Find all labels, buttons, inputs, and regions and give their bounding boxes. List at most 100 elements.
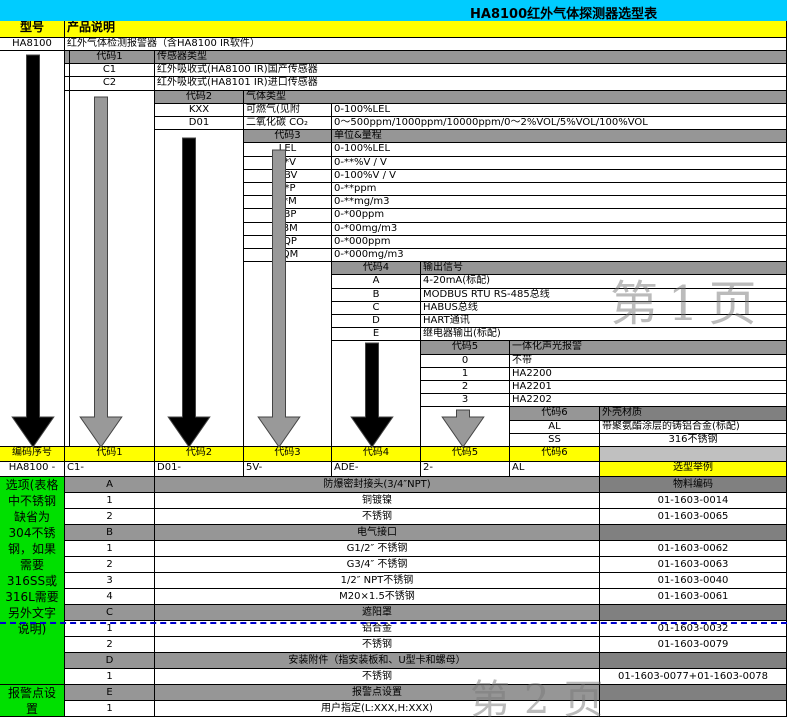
code-3-item[interactable]: *BP bbox=[244, 209, 332, 223]
option-desc[interactable]: 安装附件（指安装板和、U型卡和螺母） bbox=[155, 653, 600, 669]
option-desc[interactable]: M20×1.5不锈钢 bbox=[155, 589, 600, 605]
product-desc[interactable]: 红外气体检测报警器（含HA8100 IR软件） bbox=[65, 38, 787, 51]
desc-2-item[interactable]: 二氧化碳 CO₂ bbox=[244, 117, 332, 130]
arrow-area-6[interactable] bbox=[65, 407, 510, 447]
option-desc[interactable]: 不锈钢 bbox=[155, 509, 600, 525]
code-3-item[interactable]: LEL bbox=[244, 143, 332, 157]
code-value[interactable]: 2- bbox=[421, 462, 510, 477]
code-value[interactable]: C1- bbox=[65, 462, 155, 477]
code-3-item[interactable]: **M bbox=[244, 196, 332, 209]
material-code[interactable] bbox=[600, 605, 787, 621]
option-desc[interactable]: 不锈钢 bbox=[155, 637, 600, 653]
code-label[interactable]: 代码1 bbox=[65, 447, 155, 462]
option-code[interactable]: 4 bbox=[65, 589, 155, 605]
option-code[interactable]: 1 bbox=[65, 669, 155, 685]
option-desc[interactable]: 遮阳罩 bbox=[155, 605, 600, 621]
code-header-6[interactable]: 代码6 bbox=[510, 407, 600, 421]
code-label[interactable]: 代码4 bbox=[332, 447, 421, 462]
material-code[interactable]: 01-1603-0062 bbox=[600, 541, 787, 557]
desc-header-2[interactable]: 气体类型 bbox=[244, 91, 787, 104]
option-desc[interactable]: 1/2″ NPT不锈钢 bbox=[155, 573, 600, 589]
code-header-5[interactable]: 代码5 bbox=[421, 341, 510, 355]
product-model[interactable]: HA8100 bbox=[0, 38, 65, 51]
desc-header-6[interactable]: 外壳材质 bbox=[600, 407, 787, 421]
option-code[interactable]: E bbox=[65, 685, 155, 701]
code-2-item[interactable]: D01 bbox=[155, 117, 244, 130]
code-5-item[interactable]: 3 bbox=[421, 394, 510, 407]
code-4-item[interactable]: C bbox=[332, 302, 421, 315]
range-2-item[interactable]: 0-100%LEL bbox=[332, 104, 787, 117]
code-header-1[interactable]: 代码1 bbox=[65, 51, 155, 64]
code-5-item[interactable]: 1 bbox=[421, 368, 510, 381]
desc-1-item[interactable]: 红外吸收式(HA8101 IR)进口传感器 bbox=[155, 77, 787, 91]
desc-3-item[interactable]: 0-*00mg/m3 bbox=[332, 223, 787, 236]
option-code[interactable]: 2 bbox=[65, 557, 155, 573]
desc-5-item[interactable]: 不带 bbox=[510, 355, 787, 368]
code-3-item[interactable]: *BM bbox=[244, 223, 332, 236]
code-6-item[interactable]: SS bbox=[510, 434, 600, 447]
range-2-item[interactable]: 0～500ppm/1000ppm/10000ppm/0～2%VOL/5%VOL/… bbox=[332, 117, 787, 130]
desc-3-item[interactable]: 0-*000mg/m3 bbox=[332, 249, 787, 262]
material-code[interactable]: 01-1603-0014 bbox=[600, 493, 787, 509]
arrow-column[interactable] bbox=[0, 51, 65, 447]
code-label[interactable]: 代码5 bbox=[421, 447, 510, 462]
code-3-item[interactable]: *QP bbox=[244, 236, 332, 249]
code-4-item[interactable]: B bbox=[332, 289, 421, 302]
desc-3-item[interactable]: 0-*00ppm bbox=[332, 209, 787, 223]
code-header-2[interactable]: 代码2 bbox=[155, 91, 244, 104]
option-code[interactable]: C bbox=[65, 605, 155, 621]
desc-3-item[interactable]: 0-100%LEL bbox=[332, 143, 787, 157]
material-code[interactable]: 01-1603-0063 bbox=[600, 557, 787, 573]
option-desc[interactable]: 不锈钢 bbox=[155, 669, 600, 685]
option-desc[interactable]: G1/2″ 不锈钢 bbox=[155, 541, 600, 557]
option-code[interactable]: B bbox=[65, 525, 155, 541]
code-5-item[interactable]: 2 bbox=[421, 381, 510, 394]
option-code[interactable]: 3 bbox=[65, 573, 155, 589]
material-code[interactable] bbox=[600, 525, 787, 541]
desc-header-3[interactable]: 单位&量程 bbox=[332, 130, 787, 143]
code-3-item[interactable]: **V bbox=[244, 157, 332, 170]
option-desc[interactable]: 铜镀镍 bbox=[155, 493, 600, 509]
desc-5-item[interactable]: HA2200 bbox=[510, 368, 787, 381]
desc-3-item[interactable]: 0-*000ppm bbox=[332, 236, 787, 249]
code-3-item[interactable]: 1BV bbox=[244, 170, 332, 183]
code-label[interactable]: 代码3 bbox=[244, 447, 332, 462]
code-header-3[interactable]: 代码3 bbox=[244, 130, 332, 143]
material-code[interactable]: 01-1603-0065 bbox=[600, 509, 787, 525]
code-value[interactable]: AL bbox=[510, 462, 600, 477]
option-desc[interactable]: 防爆密封接头(3/4″NPT) bbox=[155, 477, 600, 493]
option-desc[interactable]: 铝合金 bbox=[155, 621, 600, 637]
code-value[interactable]: ADE- bbox=[332, 462, 421, 477]
option-code[interactable]: 2 bbox=[65, 509, 155, 525]
desc-3-item[interactable]: 0-**mg/m3 bbox=[332, 196, 787, 209]
desc-3-item[interactable]: 0-**%V / V bbox=[332, 157, 787, 170]
desc-header-5[interactable]: 一体化声光报警 bbox=[510, 341, 787, 355]
example-label[interactable]: 选型举例 bbox=[600, 462, 787, 477]
desc-5-item[interactable]: HA2202 bbox=[510, 394, 787, 407]
code-4-item[interactable]: E bbox=[332, 328, 421, 341]
option-code[interactable]: 1 bbox=[65, 701, 155, 717]
code-4-item[interactable]: D bbox=[332, 315, 421, 328]
material-code[interactable] bbox=[600, 653, 787, 669]
desc-3-item[interactable]: 0-**ppm bbox=[332, 183, 787, 196]
option-code[interactable]: 1 bbox=[65, 541, 155, 557]
material-code[interactable]: 01-1603-0040 bbox=[600, 573, 787, 589]
material-code[interactable] bbox=[600, 685, 787, 701]
code-label[interactable]: 编码序号 bbox=[0, 447, 65, 462]
desc-5-item[interactable]: HA2201 bbox=[510, 381, 787, 394]
code-3-item[interactable]: **P bbox=[244, 183, 332, 196]
code-label[interactable]: 代码2 bbox=[155, 447, 244, 462]
option-desc[interactable]: 电气接口 bbox=[155, 525, 600, 541]
code-2-item[interactable]: KXX bbox=[155, 104, 244, 117]
options-note[interactable]: 选项(表格中不锈钢缺省为304不锈钢，如果需要316SS或316L需要另外文字说… bbox=[0, 477, 65, 685]
code-1-item[interactable]: C2 bbox=[65, 77, 155, 91]
code-5-item[interactable]: 0 bbox=[421, 355, 510, 368]
material-code[interactable] bbox=[600, 701, 787, 717]
blank-cell[interactable] bbox=[600, 447, 787, 462]
code-4-item[interactable]: A bbox=[332, 275, 421, 289]
option-desc[interactable]: G3/4″ 不锈钢 bbox=[155, 557, 600, 573]
desc-3-item[interactable]: 0-100%V / V bbox=[332, 170, 787, 183]
option-code[interactable]: 1 bbox=[65, 493, 155, 509]
option-code[interactable]: A bbox=[65, 477, 155, 493]
material-code[interactable]: 01-1603-0061 bbox=[600, 589, 787, 605]
